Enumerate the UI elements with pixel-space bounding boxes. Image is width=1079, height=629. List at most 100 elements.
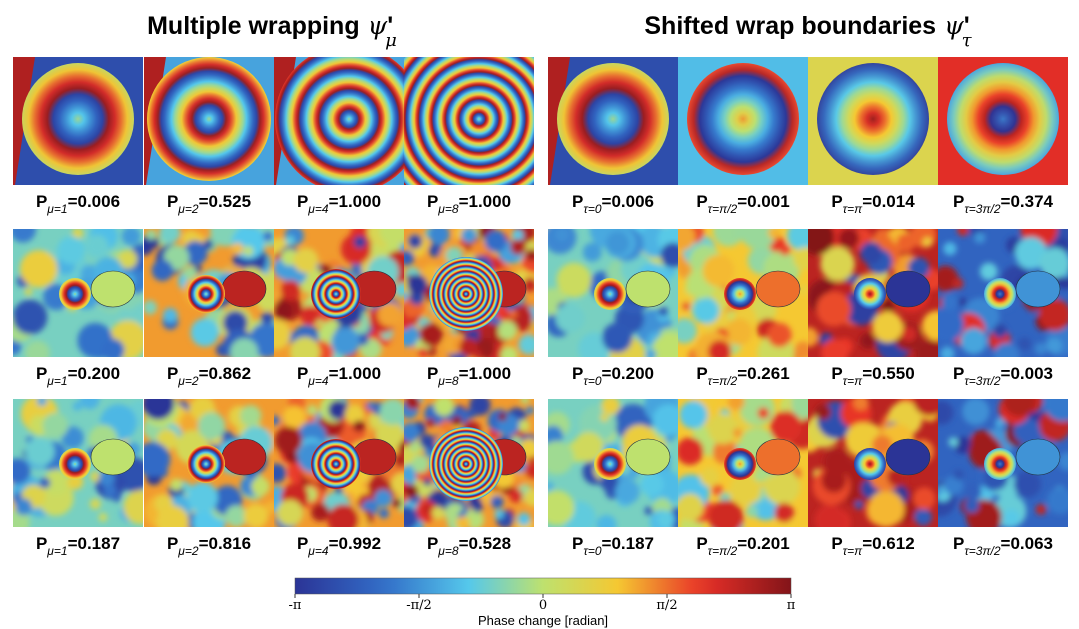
phase-image: [144, 399, 274, 527]
noise-blob: [952, 277, 964, 290]
deformation-lobe: [755, 438, 801, 476]
noise-blob: [264, 500, 274, 514]
deformation-lobe: [885, 270, 931, 308]
noise-blob: [954, 436, 972, 454]
p-value: =0.374: [1001, 192, 1054, 211]
noise-blob: [307, 405, 318, 416]
noise-blob: [711, 484, 723, 496]
noise-blob: [1043, 399, 1068, 422]
p-label: Pτ=0=0.006: [572, 192, 654, 216]
noise-blob: [145, 229, 157, 240]
p-symbol: P: [167, 364, 178, 383]
p-value: =1.000: [329, 192, 381, 211]
noise-blob: [90, 471, 101, 482]
noise-blob: [239, 405, 262, 427]
p-symbol: P: [572, 364, 583, 383]
p-symbol: P: [36, 192, 47, 211]
noise-blob: [548, 440, 574, 475]
noise-blob: [651, 333, 678, 357]
ring-pattern: [984, 278, 1016, 310]
noise-blob: [1038, 298, 1068, 331]
noise-blob: [779, 244, 791, 256]
noise-blob: [510, 305, 533, 328]
noise-blob: [144, 442, 171, 477]
noise-blob: [797, 284, 808, 296]
phase-image: [404, 57, 534, 185]
p-label: Pτ=3π/2=0.374: [953, 192, 1054, 216]
phase-image: [548, 229, 678, 357]
noise-blob: [419, 322, 443, 347]
noise-blob: [582, 242, 602, 262]
ring-pattern: [311, 439, 361, 489]
p-value: =0.816: [199, 534, 251, 553]
phase-image: [548, 57, 678, 185]
p-value: =0.001: [737, 192, 789, 211]
noise-blob: [489, 257, 504, 272]
noise-blob: [763, 468, 801, 505]
noise-blob: [678, 437, 704, 466]
noise-blob: [517, 419, 530, 432]
noise-blob: [702, 254, 735, 287]
p-symbol: P: [953, 364, 964, 383]
noise-blob: [263, 231, 274, 242]
phase-image: [938, 229, 1068, 357]
noise-blob: [548, 229, 577, 254]
noise-blob: [823, 448, 851, 477]
noise-blob: [72, 229, 84, 239]
p-label: Pμ=8=1.000: [427, 192, 511, 216]
noise-blob: [494, 509, 504, 519]
p-label: Pμ=1=0.200: [36, 364, 120, 388]
noise-blob: [859, 241, 883, 265]
p-value: =1.000: [329, 364, 381, 383]
p-value: =0.014: [862, 192, 915, 211]
noise-blob: [739, 399, 775, 426]
deformation-lobe: [1015, 270, 1061, 308]
noise-blob: [426, 346, 437, 357]
noise-blob: [404, 324, 420, 347]
noise-blob: [497, 320, 517, 340]
noise-blob: [490, 495, 504, 509]
p-value: =0.200: [68, 364, 120, 383]
noise-blob: [405, 399, 421, 410]
noise-blob: [914, 508, 933, 526]
noise-blob: [794, 341, 808, 357]
ring-pattern: [817, 63, 929, 175]
ring-pattern: [984, 448, 1016, 480]
phase-image: [144, 57, 274, 185]
p-subscript: μ=8: [437, 544, 459, 558]
noise-blob: [993, 342, 1020, 357]
p-symbol: P: [427, 534, 438, 553]
p-symbol: P: [831, 534, 842, 553]
noise-blob: [1014, 470, 1042, 498]
noise-blob: [958, 297, 967, 307]
deformation-lobe: [90, 438, 136, 476]
noise-blob: [524, 462, 534, 479]
p-value: =0.006: [602, 192, 654, 211]
noise-blob: [379, 229, 404, 246]
noise-blob: [517, 512, 531, 526]
noise-blob: [311, 503, 330, 522]
p-value: =0.187: [68, 534, 120, 553]
noise-blob: [15, 498, 33, 516]
noise-blob: [606, 231, 630, 256]
noise-blob: [121, 229, 141, 246]
p-symbol: P: [953, 534, 964, 553]
noise-blob: [1034, 342, 1047, 355]
noise-blob: [555, 229, 569, 242]
noise-blob: [1046, 487, 1068, 515]
noise-blob: [615, 479, 640, 504]
noise-blob: [601, 399, 620, 415]
noise-blob: [13, 299, 48, 335]
noise-blob: [293, 247, 319, 274]
phase-image: [274, 229, 404, 357]
noise-blob: [328, 400, 348, 420]
noise-blob: [42, 412, 69, 439]
phase-image: [938, 399, 1068, 527]
noise-blob: [289, 336, 321, 357]
ring-pattern: [947, 63, 1059, 175]
p-label: Pμ=4=0.992: [297, 534, 381, 558]
p-subscript: τ=3π/2: [964, 374, 1001, 388]
colorbar-label: Phase change [radian]: [478, 613, 608, 628]
noise-blob: [456, 516, 471, 527]
